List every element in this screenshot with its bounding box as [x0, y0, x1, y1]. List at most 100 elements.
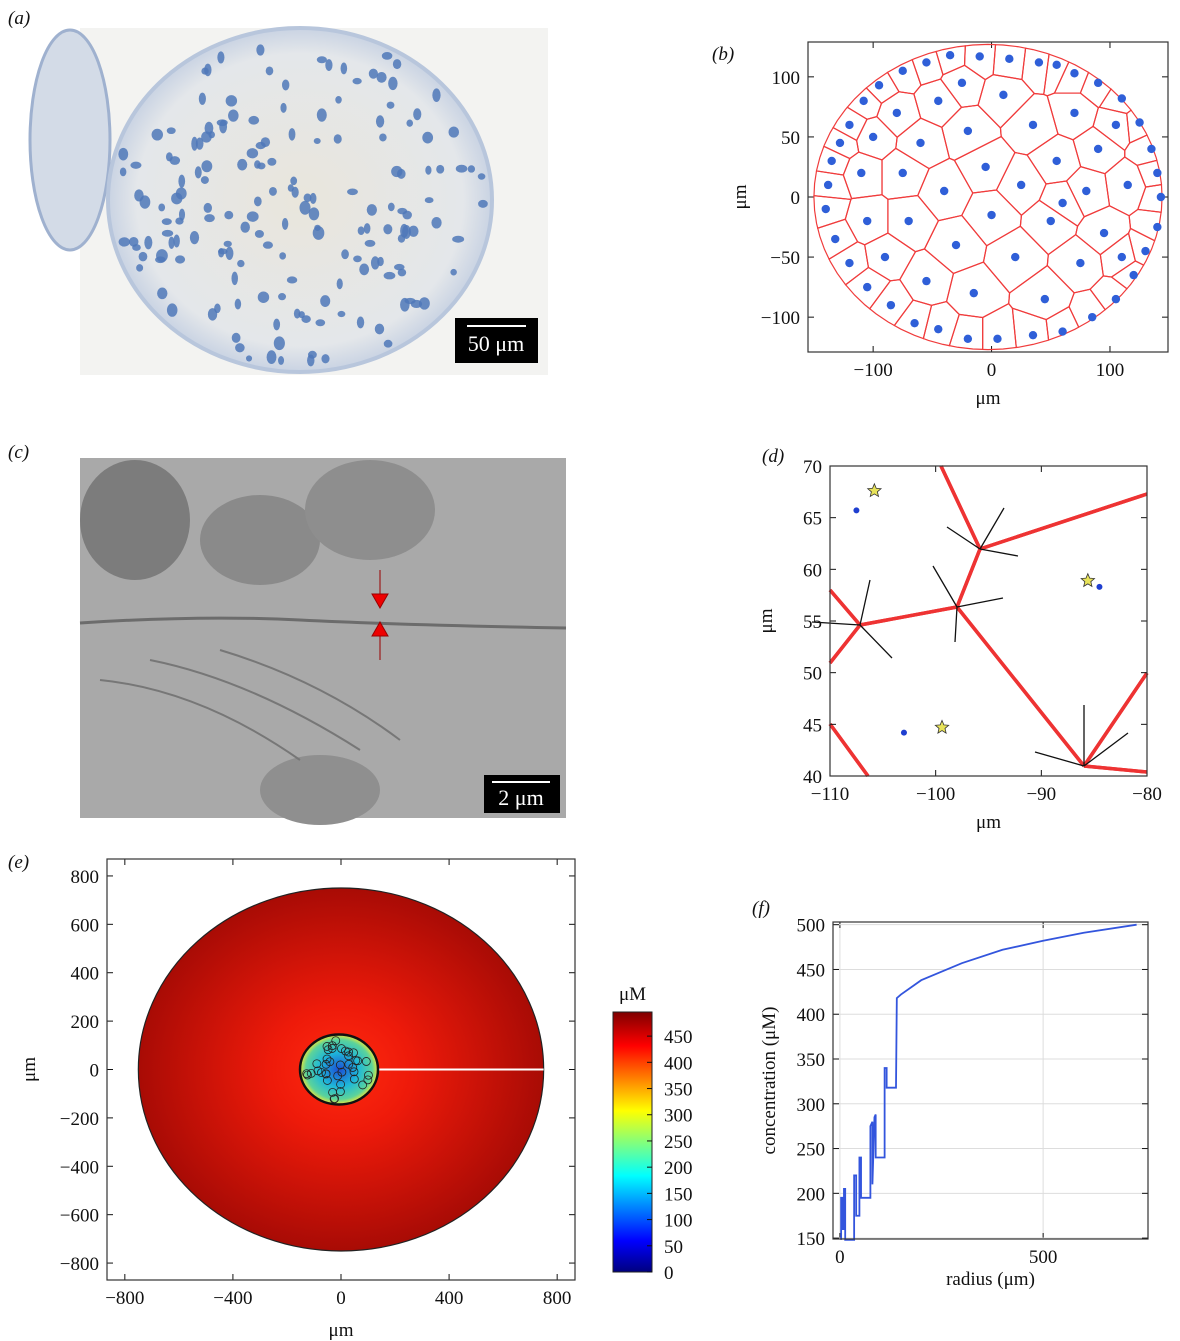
nucleus [273, 318, 281, 331]
nucleus [175, 187, 187, 200]
y-tick-label: 600 [71, 915, 100, 936]
cell-outline [322, 1054, 332, 1064]
y-tick-label: 65 [803, 509, 822, 530]
point [1111, 294, 1121, 304]
panel-label: (c) [8, 442, 29, 463]
point [993, 334, 1002, 343]
nucleus [265, 66, 274, 76]
nucleus [383, 224, 393, 235]
point [1093, 144, 1103, 154]
nucleus [246, 211, 259, 222]
cell-outline [349, 1067, 359, 1077]
voronoi-cell [1110, 260, 1145, 290]
y-axis-label: μm [730, 184, 751, 209]
point [1082, 186, 1091, 196]
nucleus [387, 202, 395, 212]
point [1156, 192, 1166, 202]
point [1096, 583, 1103, 590]
x-axis-label: μm [329, 1320, 354, 1341]
cell-outline [336, 1079, 345, 1089]
nucleus [376, 71, 387, 83]
nucleus [307, 354, 315, 367]
y-tick-label: 60 [803, 560, 822, 581]
colorbar-tick-label: 300 [664, 1106, 693, 1127]
nucleus [341, 249, 349, 260]
cell-outline [327, 1044, 337, 1053]
nucleus [118, 237, 130, 247]
point [910, 318, 919, 328]
nucleus [218, 248, 228, 255]
y-tick-label: 250 [797, 1140, 826, 1161]
nucleus [240, 221, 250, 233]
scale-bar-label: 50 μm [468, 331, 524, 356]
y-tick-label: 800 [71, 867, 100, 888]
nucleus [254, 160, 261, 169]
electron-micrograph: 2 μm [79, 458, 567, 825]
point [1058, 327, 1067, 336]
y-tick-label: 40 [803, 767, 822, 788]
nucleus [288, 128, 296, 141]
x-tick-label: 0 [987, 360, 997, 381]
nucleus [320, 295, 331, 307]
nucleus [467, 165, 476, 173]
y-tick-label: −100 [761, 308, 800, 329]
point [1129, 270, 1138, 280]
cell-outline [302, 1069, 312, 1079]
nucleus [291, 186, 299, 198]
cell-outline [312, 1059, 322, 1069]
nucleus [267, 157, 277, 166]
y-tick-label: 70 [803, 457, 822, 478]
nucleus [204, 121, 214, 135]
voronoi-cell [963, 43, 997, 81]
point [1040, 294, 1050, 304]
nucleus [228, 109, 239, 122]
cell-outline [349, 1048, 358, 1058]
colorbar-tick-label: 100 [664, 1211, 693, 1232]
axes-frame [832, 921, 1149, 1240]
point [951, 240, 961, 250]
cell-outline [329, 1094, 339, 1104]
nucleus [303, 193, 312, 203]
nucleus [158, 203, 166, 212]
y-tick-label: 0 [90, 1061, 100, 1082]
nucleus [366, 204, 377, 216]
nucleus [225, 246, 234, 260]
nucleus [424, 197, 434, 204]
nucleus [166, 127, 176, 135]
nucleus [200, 176, 209, 184]
voronoi-cell [1092, 106, 1131, 152]
nucleus [151, 128, 164, 141]
panel-label: (d) [762, 446, 784, 467]
nucleus [268, 186, 277, 196]
point [934, 324, 943, 334]
nucleus [279, 252, 287, 260]
nucleus [392, 59, 402, 70]
nucleus [130, 161, 142, 169]
nucleus [383, 339, 393, 348]
nucleus [408, 225, 419, 237]
nucleus [245, 355, 253, 362]
y-tick-label: 45 [803, 715, 822, 736]
point [900, 729, 907, 736]
x-tick-label: −80 [1132, 784, 1162, 805]
point [1117, 94, 1127, 103]
nucleus [370, 256, 380, 270]
nucleus [394, 263, 405, 271]
cell-outline [361, 1057, 371, 1066]
point [1076, 258, 1085, 268]
cell-outline [363, 1075, 373, 1085]
y-tick-label: −50 [770, 248, 800, 269]
point [868, 132, 878, 142]
nucleus [448, 126, 460, 138]
colorbar [612, 1011, 653, 1273]
cell-outline [337, 1044, 346, 1053]
nucleus [400, 297, 410, 312]
y-tick-label: 55 [803, 612, 822, 633]
nucleus [280, 102, 287, 113]
point [892, 108, 902, 118]
voronoi-cell [1104, 156, 1147, 217]
point [1034, 58, 1044, 67]
y-tick-label: 0 [791, 188, 801, 209]
point [1153, 222, 1162, 232]
